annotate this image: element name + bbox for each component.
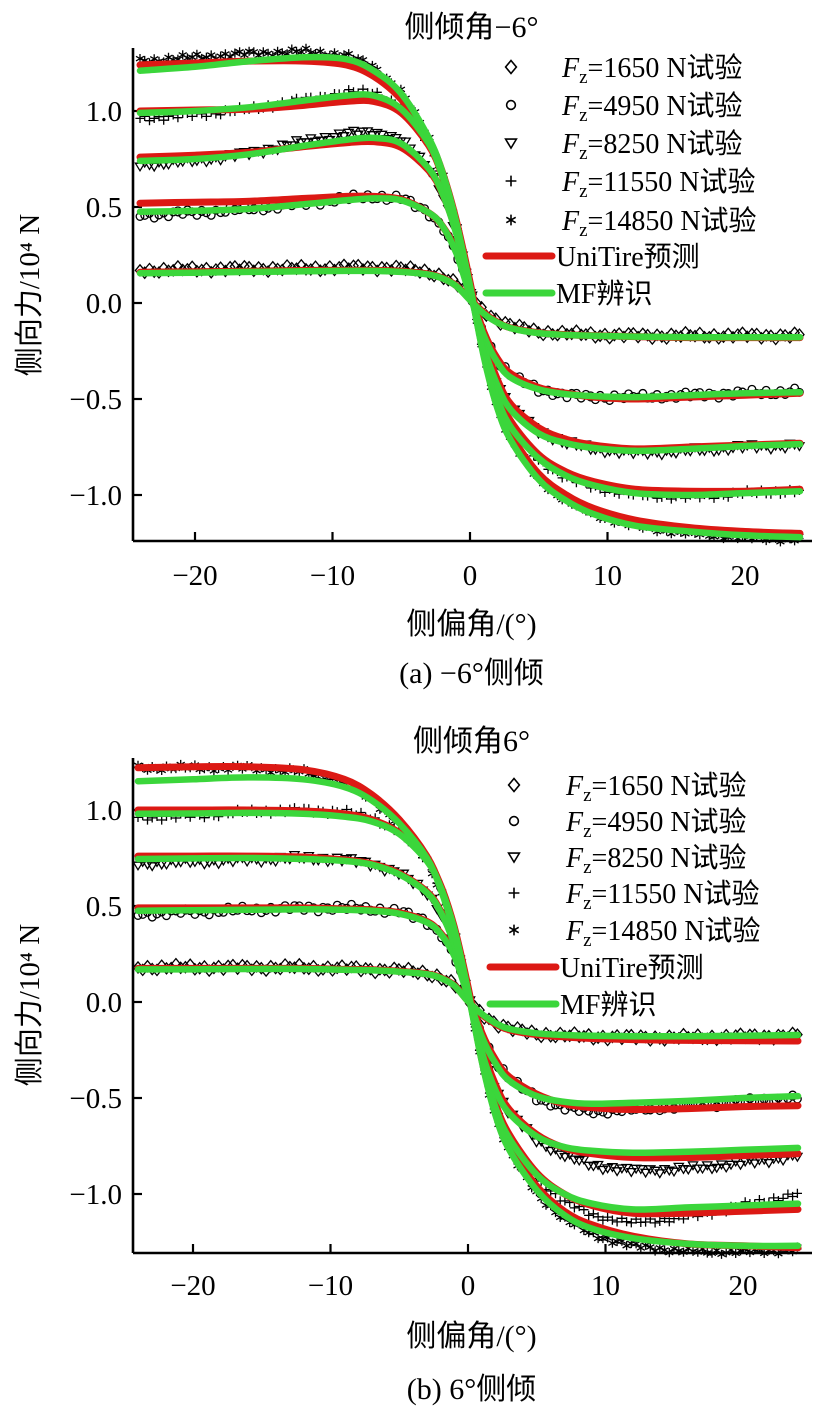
legend-label-fz-1650: Fz=1650 N试验: [561, 52, 743, 88]
x-tick-label: 20: [731, 560, 760, 592]
legend-label-unitire: UniTire预测: [560, 953, 704, 984]
series-mf-14850-line: [136, 53, 804, 541]
y-tick-label: −1.0: [69, 480, 122, 512]
legend-label-fz-4950: Fz=4950 N试验: [565, 806, 747, 842]
legend-asterisk-icon: [508, 924, 520, 936]
panel-a-title: 侧倾角−6°: [404, 11, 539, 44]
legend-label-fz-8250: Fz=8250 N试验: [565, 842, 747, 878]
legend-asterisk-icon: [505, 214, 517, 226]
legend-plus-icon: [505, 175, 517, 187]
panel-b-title: 侧倾角6°: [413, 725, 530, 758]
x-tick-label: 10: [591, 1270, 620, 1302]
x-tick-label: −20: [170, 1270, 215, 1302]
legend-triangle-down-icon: [504, 138, 518, 150]
x-tick-label: 0: [463, 560, 478, 592]
panel-b-caption: (b) 6°侧倾: [406, 1373, 537, 1406]
y-tick-label: 0.5: [86, 192, 122, 224]
panel-b: −20 −10 0 10 201.00.50.0−0.5−1.0Fz=1650 N试验F…: [69, 758, 812, 1302]
x-tick-label: 10: [593, 560, 622, 592]
legend-label-fz-1650: Fz=1650 N试验: [565, 770, 747, 806]
y-tick-label: 0.0: [86, 987, 122, 1019]
y-tick-label: 0.0: [86, 288, 122, 320]
legend-label-fz-11550: Fz=11550 N试验: [561, 166, 756, 202]
y-tick-label: 0.5: [86, 891, 122, 923]
y-tick-label: −1.0: [69, 1179, 122, 1211]
series-mf-14850-line: [134, 774, 802, 1250]
x-tick-label: −10: [310, 560, 355, 592]
legend-label-mf: MF辨识: [556, 278, 652, 310]
y-tick-label: −0.5: [69, 1083, 122, 1115]
y-tick-label: 1.0: [86, 795, 122, 827]
panel-b-tick-labels: −20 −10 0 10 20 1.0 0.5 0.0 −0.5 −1.0: [69, 795, 757, 1302]
legend-diamond-icon: [507, 777, 521, 793]
x-tick-label: 0: [461, 1270, 476, 1302]
legend-plus-icon: [508, 887, 520, 899]
panel-b-y-axis-label: 侧向力/10⁴ N: [14, 923, 46, 1087]
legend-diamond-icon: [504, 59, 518, 75]
panel-a-axes: [131, 48, 812, 543]
x-tick-label: −10: [308, 1270, 353, 1302]
legend-label-mf: MF辨识: [560, 989, 656, 1021]
legend-label-fz-14850: Fz=14850 N试验: [565, 915, 761, 951]
panel-b-x-axis-label: 侧偏角/(°): [406, 1320, 537, 1353]
legend-circle-icon: [508, 815, 520, 827]
x-tick-label: 20: [729, 1270, 758, 1302]
y-tick-label: −0.5: [69, 384, 122, 416]
panel-a-y-axis-label: 侧向力/10⁴ N: [14, 213, 46, 377]
panel-a-caption: (a) −6°侧倾: [399, 657, 544, 690]
y-tick-label: 1.0: [86, 96, 122, 128]
legend-label-unitire: UniTire预测: [556, 242, 700, 273]
x-tick-label: −20: [172, 560, 217, 592]
legend-label-fz-11550: Fz=11550 N试验: [565, 878, 760, 914]
legend-circle-icon: [505, 99, 517, 111]
legend-label-fz-14850: Fz=14850 N试验: [561, 205, 757, 241]
panel-a: −20 −10 0 10 201.00.50.0−0.5−1.0Fz=1650 N试验F…: [69, 43, 812, 592]
panel-a-tick-labels: −20 −10 0 10 20 1.0 0.5 0.0 −0.5 −1.0: [69, 96, 759, 592]
panel-a-x-axis-label: 侧偏角/(°): [406, 608, 537, 641]
legend-label-fz-4950: Fz=4950 N试验: [561, 90, 743, 126]
legend-label-fz-8250: Fz=8250 N试验: [561, 128, 743, 164]
legend-triangle-down-icon: [507, 852, 521, 864]
